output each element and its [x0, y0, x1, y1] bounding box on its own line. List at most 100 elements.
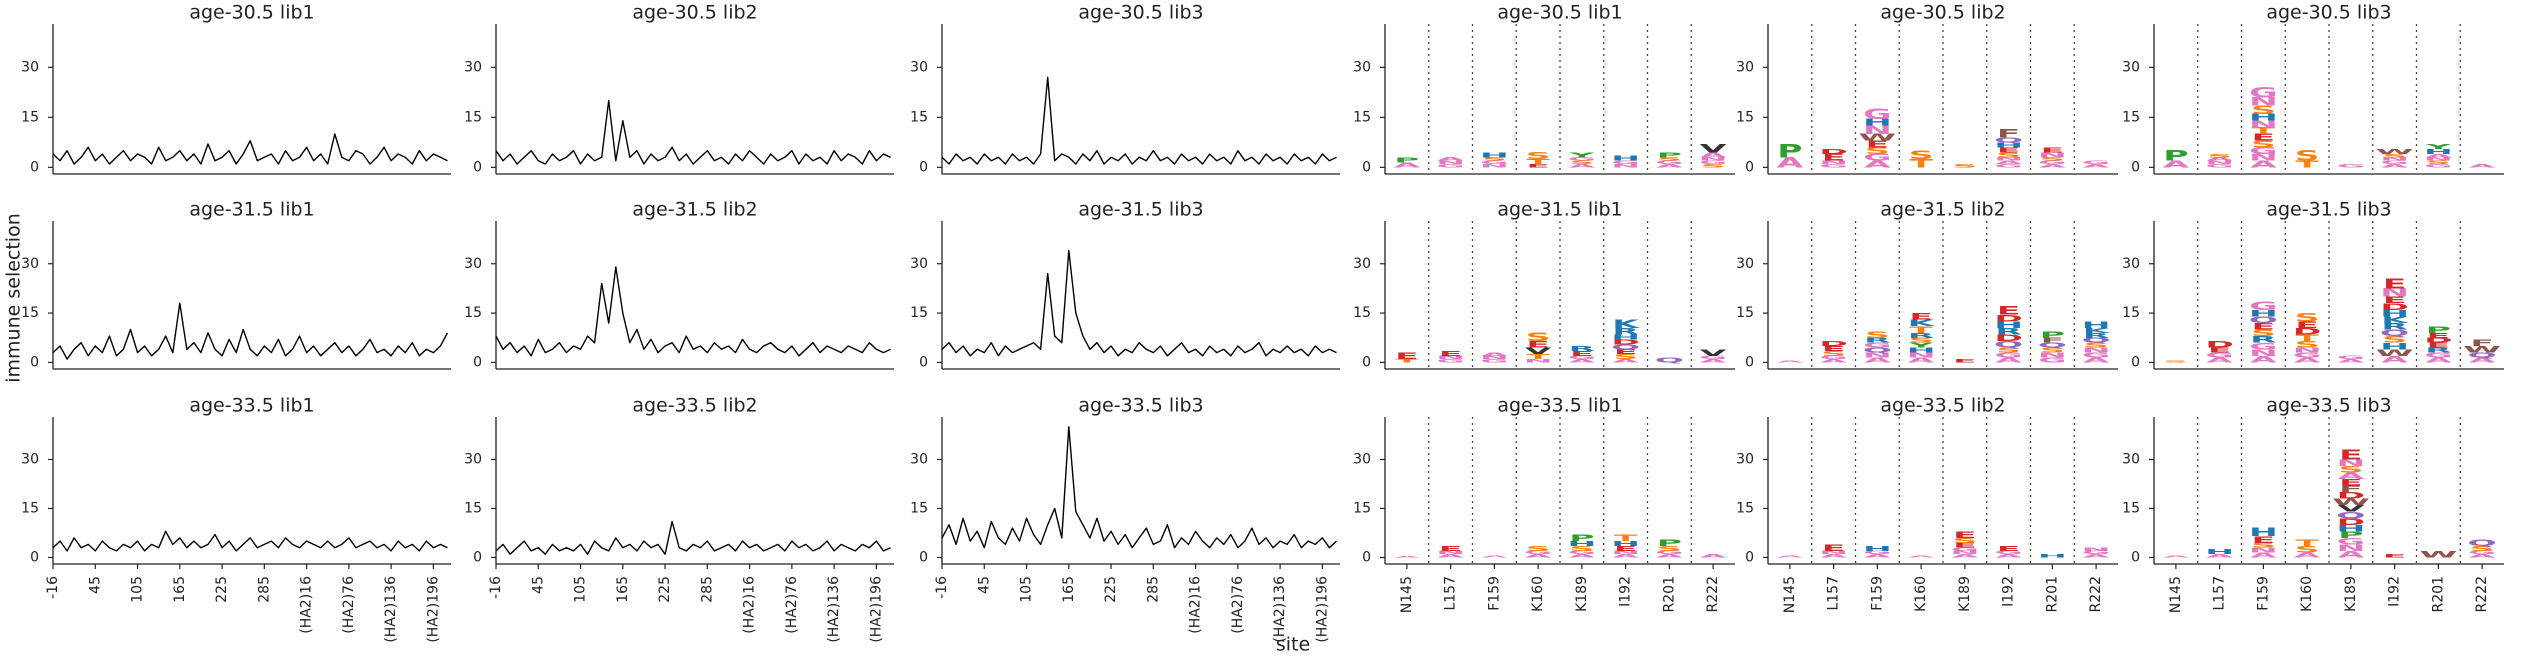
x-tick-label: 45: [530, 576, 546, 594]
logo-letter: N: [1994, 156, 2023, 161]
panel-title: age-30.5 lib1: [189, 2, 314, 24]
logo-letter: A: [1777, 155, 1805, 171]
y-tick-label: 0: [1362, 159, 1371, 175]
logo-letter: W: [2376, 347, 2414, 358]
selection-line: [941, 249, 1337, 357]
logo-letter: A: [1569, 358, 1596, 363]
x-tick-label: 165: [1061, 576, 1077, 603]
logo-letter: Q: [2467, 351, 2496, 359]
logo-letter: D: [1819, 340, 1848, 348]
y-tick-label: 30: [21, 59, 39, 75]
logo-letter: H: [2337, 523, 2366, 533]
logo-letter: A: [1525, 553, 1552, 558]
logo-letter: K: [2083, 326, 2111, 334]
y-tick-label: 15: [1353, 109, 1371, 125]
logo-letter: G: [2424, 163, 2452, 168]
logo-letter: S: [1996, 151, 2021, 159]
logo-letter: D: [1994, 333, 2023, 344]
x-tick-label: F159: [2255, 576, 2271, 611]
logo-letter: E: [2208, 346, 2232, 354]
logo-letter: W: [2463, 344, 2501, 355]
logo-letter: G: [1863, 341, 1891, 349]
logo-letter: Q: [2380, 328, 2409, 339]
logo-letter: G: [1863, 152, 1891, 163]
logo-letter: P: [1569, 533, 1594, 543]
y-tick-label: 30: [1353, 256, 1371, 272]
logo-letter: N: [1907, 351, 1936, 359]
logo-letter: D: [2293, 326, 2322, 337]
logo-letter: E: [2252, 132, 2276, 143]
panel-title: age-33.5 lib3: [1078, 395, 1203, 417]
y-tick-label: 30: [1353, 59, 1371, 75]
logo-letter: H: [1611, 154, 1640, 162]
logo-letter: N: [2337, 543, 2366, 553]
logo-letter: T: [1526, 353, 1550, 361]
y-tick-label: 0: [1745, 549, 1754, 565]
logo-letter: H: [2205, 548, 2234, 556]
logo-letter: A: [2338, 549, 2365, 559]
logo-letter: G: [1655, 160, 1683, 165]
x-tick-label: R201: [2044, 576, 2060, 612]
logo-letter: G: [1480, 160, 1508, 165]
logo-letter: A: [1612, 553, 1639, 558]
logo-letter: R: [1864, 336, 1891, 344]
logo-letter: A: [2163, 555, 2190, 558]
logo-letter: P: [1657, 538, 1682, 548]
logo-letter: N: [1611, 550, 1640, 555]
logo-letter: H: [1611, 333, 1640, 341]
logo-letter: T: [2295, 538, 2320, 548]
logo-letter: N: [2038, 351, 2067, 359]
logo-letter: E: [2295, 320, 2318, 331]
logo-letter: A: [2294, 356, 2322, 364]
logo-letter: G: [1863, 107, 1891, 123]
y-tick-label: 15: [910, 500, 928, 516]
logo-letter: A: [1569, 553, 1596, 558]
logo-letter: N: [1819, 160, 1848, 165]
logo-letter: G: [2249, 341, 2277, 352]
logo-letter: G: [1819, 355, 1847, 360]
logo-letter: S: [1570, 160, 1595, 165]
logo-letter: G: [1994, 351, 2022, 359]
logo-letter: A: [1820, 358, 1847, 363]
x-tick-label: K160: [1530, 576, 1546, 612]
x-tick-label: 45: [87, 576, 103, 594]
logo-letter: A: [2294, 551, 2322, 559]
logo-letter: H: [1907, 346, 1936, 354]
y-tick-label: 15: [464, 109, 482, 125]
logo-letter: D: [2380, 301, 2409, 312]
logo-letter: N: [1436, 160, 1465, 165]
logo-letter: E: [1614, 545, 1637, 553]
logo-letter: S: [2339, 464, 2364, 474]
logo-letter: G: [2337, 536, 2365, 546]
logo-letter: E: [2041, 146, 2065, 154]
logo-letter: W: [2419, 549, 2457, 559]
logo-letter: A: [2039, 163, 2066, 168]
logo-letter: N: [1863, 124, 1892, 138]
logo-letter: S: [2251, 328, 2276, 339]
logo-letter: S: [2251, 104, 2276, 118]
logo-letter: E: [2339, 448, 2362, 464]
logo-letter: G: [1863, 550, 1891, 555]
x-tick-label: K160: [1913, 576, 1929, 612]
x-tick-label: L157: [2212, 576, 2228, 611]
y-tick-label: 30: [1736, 59, 1754, 75]
y-tick-label: 15: [2122, 109, 2140, 125]
logo-letter: R: [1995, 326, 2021, 337]
x-tick-label: 45: [976, 576, 992, 594]
x-tick-label: (HA2)16: [299, 576, 315, 634]
x-tick-label: 285: [256, 576, 272, 603]
x-tick-label: (HA2)16: [1188, 576, 1204, 634]
logo-letter: S: [2295, 311, 2320, 324]
logo-letter: R: [1908, 331, 1935, 339]
y-tick-label: 15: [464, 305, 482, 321]
selection-line: [495, 520, 891, 555]
y-tick-label: 0: [1745, 159, 1754, 175]
logo-letter: P: [2426, 324, 2451, 335]
logo-letter: S: [2295, 544, 2320, 554]
x-tick-label: -16: [488, 576, 504, 599]
logo-letter: H: [1611, 540, 1640, 548]
logo-letter: E: [1997, 545, 2020, 553]
selection-line: [52, 133, 448, 165]
logo-letter: E: [2383, 553, 2406, 558]
logo-letter: D: [1611, 338, 1640, 346]
